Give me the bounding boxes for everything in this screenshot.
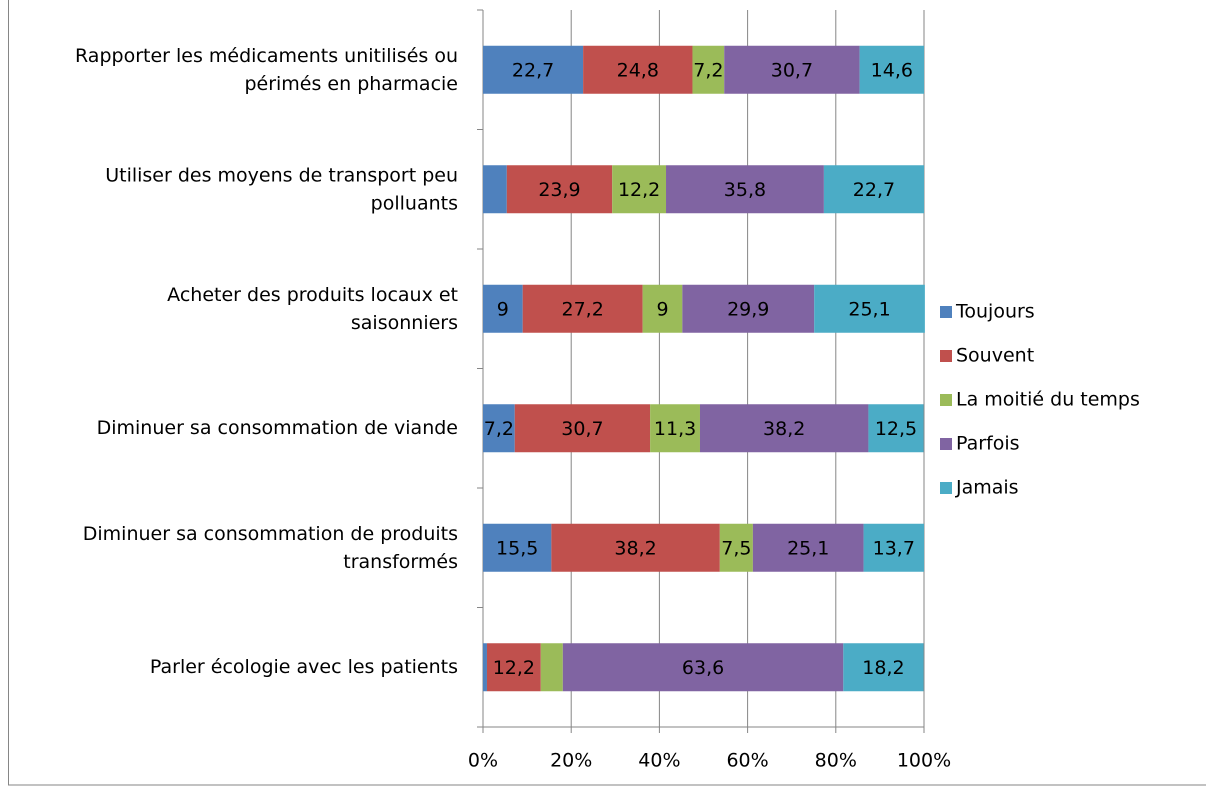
bar-segment <box>540 643 563 692</box>
x-tick-label: 100% <box>897 750 951 772</box>
y-tick-label: Utiliser des moyens de transport peu poll… <box>105 164 458 214</box>
legend-swatch <box>940 438 952 450</box>
data-label: 38,2 <box>763 418 805 440</box>
bar-segment <box>823 165 924 214</box>
bar-segment <box>483 643 487 692</box>
bar-segment <box>483 165 507 214</box>
data-label: 29,9 <box>727 298 769 320</box>
legend-label: Toujours <box>955 301 1035 323</box>
data-label: 24,8 <box>617 59 659 81</box>
bar-segment <box>483 45 584 94</box>
data-label: 30,7 <box>771 59 813 81</box>
data-label: 23,9 <box>538 179 580 201</box>
y-tick-label: Diminuer sa consommation de viande <box>97 417 458 439</box>
legend-swatch <box>940 394 952 406</box>
data-label: 30,7 <box>561 418 603 440</box>
data-label: 35,8 <box>724 179 766 201</box>
data-label: 38,2 <box>614 537 656 559</box>
data-label: 25,1 <box>787 537 829 559</box>
y-tick-label: Rapporter les médicaments unitilisés ou p… <box>75 44 458 94</box>
x-tick-label: 0% <box>468 750 498 772</box>
data-label: 9 <box>656 298 668 320</box>
data-label: 9 <box>497 298 509 320</box>
bar-segment <box>682 284 815 333</box>
bar-segment <box>483 284 523 333</box>
bar-segment <box>814 284 925 333</box>
bar-segment <box>612 165 667 214</box>
bar-segment <box>863 523 924 572</box>
legend-swatch <box>940 482 952 494</box>
bar-segment <box>843 643 924 692</box>
bar-segment <box>868 404 924 453</box>
y-tick-label: Diminuer sa consommation de produits tran… <box>83 522 458 572</box>
bar-segment <box>483 404 515 453</box>
y-tick-label: Parler écologie avec les patients <box>150 656 458 678</box>
data-label: 15,5 <box>496 537 538 559</box>
bar-segment <box>650 404 700 453</box>
x-tick-label: 60% <box>726 750 768 772</box>
data-label: 18,2 <box>862 657 904 679</box>
bar-segment <box>562 643 844 692</box>
bar-segment <box>752 523 864 572</box>
data-label: 27,2 <box>562 298 604 320</box>
bar-segment <box>724 45 860 94</box>
data-label: 22,7 <box>512 59 554 81</box>
data-label: 12,2 <box>493 657 535 679</box>
legend-swatch <box>940 350 952 362</box>
legend-label: Jamais <box>955 477 1019 499</box>
legend-label: Parfois <box>956 433 1020 455</box>
data-label: 7,2 <box>484 418 514 440</box>
bar-segment <box>583 45 693 94</box>
data-label: 11,3 <box>654 418 696 440</box>
x-tick-label: 40% <box>638 750 680 772</box>
data-label: 12,5 <box>875 418 917 440</box>
bar-segment <box>486 643 541 692</box>
bar-segment <box>642 284 683 333</box>
data-label: 13,7 <box>873 537 915 559</box>
data-label: 12,2 <box>618 179 660 201</box>
bar-segment <box>859 45 924 94</box>
data-label: 14,6 <box>871 59 913 81</box>
data-label: 63,6 <box>682 657 724 679</box>
bar-segment <box>551 523 720 572</box>
legend-swatch <box>940 306 952 318</box>
bar-segment <box>483 523 552 572</box>
y-tick-label: Acheter des produits locaux et saisonnier… <box>167 283 458 333</box>
bar-segment <box>699 404 869 453</box>
bar-segment <box>514 404 651 453</box>
x-tick-label: 20% <box>550 750 592 772</box>
data-label: 25,1 <box>848 298 890 320</box>
chart-border <box>8 0 1206 786</box>
x-tick-label: 80% <box>815 750 857 772</box>
legend-label: La moitié du temps <box>956 389 1140 411</box>
bar-segment <box>506 165 613 214</box>
data-label: 7,2 <box>693 59 723 81</box>
bar-segment <box>692 45 725 94</box>
bar-segment <box>522 284 643 333</box>
legend-label: Souvent <box>956 345 1034 367</box>
data-label: 7,5 <box>721 537 751 559</box>
data-label: 22,7 <box>853 179 895 201</box>
bar-segment <box>719 523 753 572</box>
bar-segment <box>666 165 824 214</box>
